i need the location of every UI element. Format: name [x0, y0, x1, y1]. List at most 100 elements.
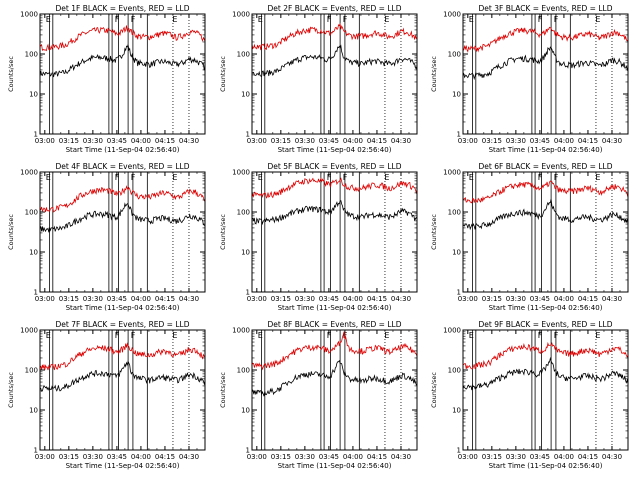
x-tick-label: 03:00	[35, 453, 55, 461]
panel-8: Det 8F BLACK = Events, RED = LLD Counts/s…	[219, 320, 418, 470]
segment-marker-label: F	[131, 15, 136, 24]
plot-frame	[462, 171, 629, 293]
x-tick-label: 03:30	[83, 137, 103, 145]
x-tick-label: 04:00	[131, 137, 151, 145]
x-tick-label: 04:00	[343, 295, 363, 303]
y-axis-label: Counts/sec	[430, 214, 438, 250]
x-tick-label: 03:15	[271, 295, 291, 303]
y-tick-label: 1000	[443, 327, 461, 335]
y-tick-label: 1000	[232, 327, 250, 335]
x-tick-label: 04:15	[155, 137, 175, 145]
plot-frame	[251, 171, 418, 293]
segment-marker-label: F	[343, 331, 348, 340]
segment-marker-label: F	[115, 331, 120, 340]
segment-marker-label: E	[595, 173, 600, 182]
y-tick-label: 10	[241, 249, 250, 257]
x-tick-label: 04:30	[179, 295, 199, 303]
y-tick-label: 1	[457, 131, 461, 139]
panel-title: Det 8F BLACK = Events, RED = LLD	[268, 320, 402, 329]
events-series-line	[462, 356, 629, 391]
x-axis-label: Start Time (11-Sep-04 02:56:40)	[489, 462, 603, 470]
x-tick-label: 04:00	[554, 453, 574, 461]
panel-4: Det 4F BLACK = Events, RED = LLD Counts/s…	[7, 162, 206, 312]
x-tick-label: 03:00	[458, 295, 478, 303]
x-tick-label: 03:30	[506, 137, 526, 145]
events-series-line	[39, 202, 206, 233]
panel-6: Det 6F BLACK = Events, RED = LLD Counts/s…	[430, 162, 629, 312]
x-tick-label: 03:00	[247, 295, 267, 303]
x-tick-label: 04:30	[602, 295, 622, 303]
segment-marker-label: F	[327, 173, 332, 182]
y-tick-label: 10	[452, 407, 461, 415]
plot-frame	[251, 329, 418, 451]
x-tick-label: 04:30	[179, 137, 199, 145]
lld-series-line	[251, 22, 418, 51]
segment-marker-label: F	[115, 173, 120, 182]
segment-marker-label: F	[538, 15, 543, 24]
x-tick-label: 03:45	[107, 295, 127, 303]
x-tick-label: 04:15	[578, 295, 598, 303]
y-tick-label: 100	[448, 367, 461, 375]
y-tick-label: 1000	[20, 169, 38, 177]
x-tick-label: 04:15	[367, 453, 387, 461]
x-tick-label: 04:00	[554, 137, 574, 145]
panel-title: Det 9F BLACK = Events, RED = LLD	[479, 320, 613, 329]
panel-title: Det 3F BLACK = Events, RED = LLD	[479, 4, 613, 13]
y-axis-label: Counts/sec	[7, 56, 15, 92]
x-tick-label: 03:30	[295, 453, 315, 461]
segment-marker-label: F	[131, 331, 136, 340]
segment-marker-label: F	[327, 15, 332, 24]
y-tick-label: 10	[29, 249, 38, 257]
y-axis-label: Counts/sec	[430, 372, 438, 408]
x-tick-label: 03:15	[271, 137, 291, 145]
lld-series-line	[462, 341, 629, 370]
x-tick-label: 04:15	[367, 295, 387, 303]
y-tick-label: 1	[34, 447, 38, 455]
segment-marker-label: E	[172, 173, 177, 182]
x-tick-label: 03:30	[295, 137, 315, 145]
segment-marker-label: F	[554, 331, 559, 340]
x-tick-label: 03:00	[458, 453, 478, 461]
y-tick-label: 1000	[232, 169, 250, 177]
y-tick-label: 100	[448, 209, 461, 217]
x-tick-label: 03:45	[319, 137, 339, 145]
y-tick-label: 10	[241, 407, 250, 415]
y-tick-label: 100	[237, 51, 250, 59]
y-tick-label: 10	[452, 91, 461, 99]
lld-series-line	[39, 185, 206, 213]
x-axis-label: Start Time (11-Sep-04 02:56:40)	[66, 304, 180, 312]
plot-frame	[39, 329, 206, 451]
x-tick-label: 03:45	[530, 453, 550, 461]
segment-marker-label: E	[469, 331, 474, 340]
x-tick-label: 04:30	[602, 453, 622, 461]
panel-title: Det 6F BLACK = Events, RED = LLD	[479, 162, 613, 171]
x-tick-label: 04:30	[179, 453, 199, 461]
panel-title: Det 5F BLACK = Events, RED = LLD	[268, 162, 402, 171]
y-tick-label: 100	[237, 209, 250, 217]
y-tick-label: 1	[246, 447, 250, 455]
y-tick-label: 100	[448, 51, 461, 59]
y-axis-label: Counts/sec	[7, 214, 15, 250]
panel-title: Det 2F BLACK = Events, RED = LLD	[268, 4, 402, 13]
panel-2: Det 2F BLACK = Events, RED = LLD Counts/s…	[219, 4, 418, 154]
y-tick-label: 1	[34, 289, 38, 297]
x-tick-label: 04:00	[131, 295, 151, 303]
x-tick-label: 03:15	[59, 453, 79, 461]
segment-marker-label: F	[554, 173, 559, 182]
panel-title: Det 1F BLACK = Events, RED = LLD	[56, 4, 190, 13]
x-tick-label: 03:00	[247, 137, 267, 145]
x-tick-label: 04:00	[131, 453, 151, 461]
segment-marker-label: E	[384, 331, 389, 340]
x-tick-label: 03:45	[107, 137, 127, 145]
x-tick-label: 03:45	[530, 137, 550, 145]
segment-marker-label: F	[554, 15, 559, 24]
x-axis-label: Start Time (11-Sep-04 02:56:40)	[66, 462, 180, 470]
x-tick-label: 04:15	[367, 137, 387, 145]
lld-series-line	[462, 180, 629, 204]
segment-marker-label: E	[46, 173, 51, 182]
x-axis-label: Start Time (11-Sep-04 02:56:40)	[66, 146, 180, 154]
x-axis-label: Start Time (11-Sep-04 02:56:40)	[278, 146, 392, 154]
segment-marker-label: E	[46, 331, 51, 340]
x-tick-label: 03:00	[35, 137, 55, 145]
